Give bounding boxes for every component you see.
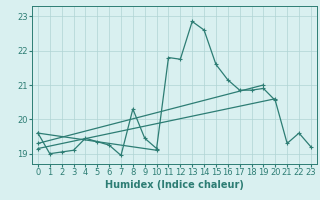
X-axis label: Humidex (Indice chaleur): Humidex (Indice chaleur) <box>105 180 244 190</box>
